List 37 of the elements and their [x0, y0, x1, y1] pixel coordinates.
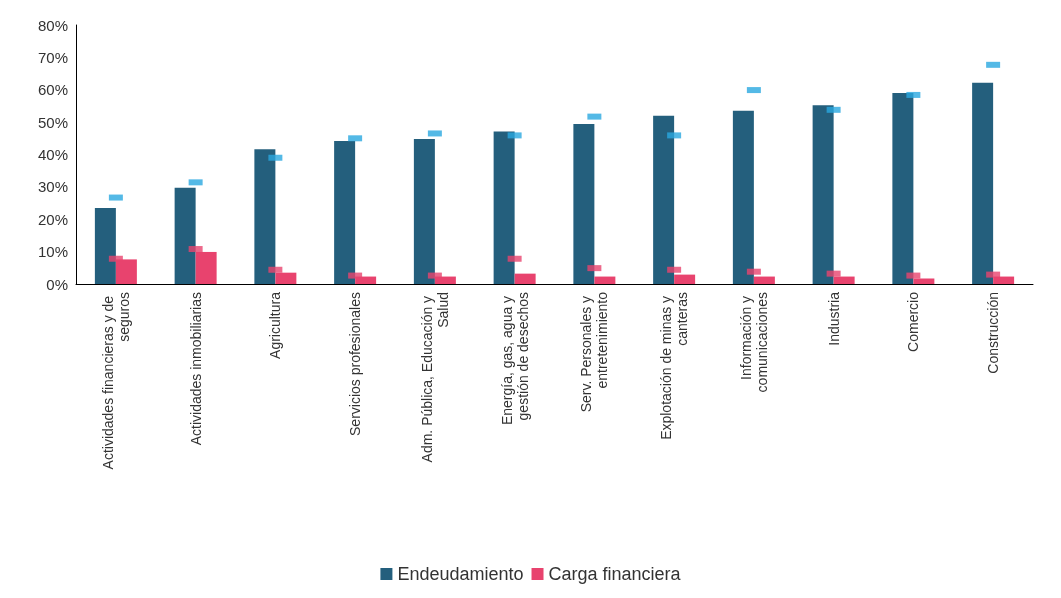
- bar: [812, 105, 834, 284]
- bar: [514, 273, 536, 284]
- bar: [653, 115, 675, 284]
- bar: [334, 140, 356, 284]
- x-tick-label: Explotación de minas y canteras: [658, 292, 691, 440]
- x-tick-label: Información y comunicaciones: [737, 292, 770, 393]
- x-tick-label: Adm. Pública, Educación y Salud: [418, 292, 451, 463]
- x-tick-label: Actividades inmobiliarias: [187, 292, 204, 446]
- bar: [892, 92, 914, 284]
- bar: [594, 276, 616, 284]
- y-tick-label: 50%: [37, 113, 68, 131]
- y-tick-label: 30%: [37, 178, 68, 196]
- legend-label: Endeudamiento: [397, 564, 524, 584]
- x-tick-label: Construcción: [985, 292, 1002, 374]
- x-tick-label: Servicios profesionales: [347, 292, 364, 436]
- bar: [174, 187, 196, 284]
- bar: [254, 149, 276, 284]
- bar: [732, 110, 754, 284]
- y-tick-label: 20%: [37, 210, 68, 228]
- legend-label: Carga financiera: [548, 564, 682, 584]
- bar: [94, 207, 116, 284]
- x-tick-label: Industria: [825, 291, 842, 346]
- x-tick-label: Serv. Personales y entretenimiento: [578, 291, 611, 413]
- x-tick-label: Comercio: [905, 291, 922, 352]
- y-tick-label: 0%: [46, 275, 68, 293]
- bar: [573, 124, 595, 284]
- y-tick-label: 40%: [37, 146, 68, 163]
- x-tick-label: Energía, gas, agua y gestión de desechos: [498, 292, 531, 426]
- y-tick-label: 10%: [37, 243, 68, 261]
- y-tick-label: 80%: [37, 16, 68, 34]
- y-tick-label: 60%: [37, 81, 68, 99]
- bar: [972, 82, 994, 284]
- y-tick-label: 70%: [37, 48, 68, 66]
- x-tick-label: Actividades financieras y de seguros: [99, 292, 132, 470]
- x-tick-label: Agricultura: [267, 291, 284, 359]
- bar: [413, 138, 435, 284]
- bar: [493, 131, 515, 284]
